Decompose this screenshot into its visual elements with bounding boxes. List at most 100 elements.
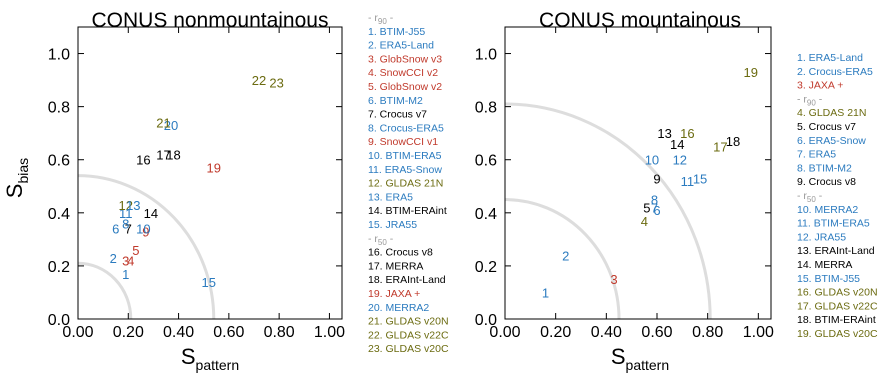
x-tick-label: 1.00 (743, 324, 774, 341)
data-point-17: 17 (713, 139, 727, 154)
legend-item: 8. Crocus-ERA5 (368, 122, 444, 134)
legend-item: 7. ERA5 (797, 149, 836, 161)
data-point-3: 3 (122, 254, 129, 269)
legend-item: - r90 - (368, 12, 394, 26)
chart-title: CONUS nonmountainous (92, 9, 329, 32)
legend-item-tail: - (387, 233, 394, 245)
y-tick-label: 0.0 (475, 312, 497, 329)
x-tick-label: 0.00 (489, 324, 520, 341)
data-point-12: 12 (119, 198, 133, 213)
data-point-13: 13 (126, 198, 140, 213)
legend-item: 8. BTIM-M2 (797, 162, 852, 174)
legend-item: 12. GLDAS 21N (368, 178, 443, 190)
data-point-18: 18 (726, 134, 740, 149)
data-point-11: 11 (681, 174, 695, 189)
plot-frame (504, 26, 772, 320)
legend-item: 14. MERRA (797, 259, 852, 271)
data-point-20: 20 (164, 118, 178, 133)
data-point-11: 11 (119, 206, 133, 221)
arc-r50 (77, 261, 133, 320)
data-point-4: 4 (641, 214, 648, 229)
legend-item: - r50 - (797, 190, 823, 204)
legend-item-tail: - (387, 12, 394, 24)
y-tick-label: 1.0 (48, 47, 70, 64)
x-tick-label: 0.40 (591, 324, 622, 341)
data-point-14: 14 (670, 137, 684, 152)
legend-item: 22. GLDAS v22C (368, 329, 449, 341)
legend-item: 13. ERAInt-Land (797, 245, 875, 257)
data-point-5: 5 (643, 201, 650, 216)
legend-item: 2. ERA5-Land (368, 40, 434, 52)
x-axis-label: Spattern (181, 344, 239, 373)
legend-item-text: - r (368, 233, 378, 245)
y-tick-label: 0.2 (48, 259, 70, 276)
legend-item: 4. SnowCCI v2 (368, 67, 438, 79)
data-point-8: 8 (122, 216, 129, 231)
legend-item: 9. SnowCCI v1 (368, 136, 438, 148)
data-point-10: 10 (645, 153, 659, 168)
legend-item: 15. BTIM-J55 (797, 273, 860, 285)
legend-item: 10. BTIM-ERA5 (368, 150, 442, 162)
x-tick-label: 1.00 (314, 324, 345, 341)
legend-item: 7. Crocus v7 (368, 109, 427, 121)
data-point-15: 15 (202, 275, 216, 290)
data-point-6: 6 (112, 222, 119, 237)
data-point-22: 22 (252, 73, 266, 88)
legend-item: 1. BTIM-J55 (368, 26, 425, 38)
legend-item: 14. BTIM-ERAint (368, 205, 447, 217)
legend-item-tail: - (816, 93, 823, 105)
data-point-2: 2 (110, 251, 117, 266)
x-tick-label: 0.60 (213, 324, 244, 341)
data-point-15: 15 (693, 171, 707, 186)
data-point-9: 9 (142, 224, 149, 239)
legend-item: 19. JAXA + (368, 288, 420, 300)
x-tick-label: 0.60 (641, 324, 672, 341)
data-point-6: 6 (653, 203, 660, 218)
y-tick-label: 0.4 (48, 206, 70, 223)
legend-item: 16. Crocus v8 (368, 247, 433, 259)
legend-item-sub: 90 (807, 98, 816, 107)
y-axis-label: Sbias (2, 158, 31, 198)
legend-item: 6. BTIM-M2 (368, 95, 423, 107)
legend-item: 16. GLDAS v20N (797, 287, 878, 299)
arc-r90 (504, 102, 712, 320)
legend-item-tail: - (816, 190, 823, 202)
x-tick-label: 0.20 (113, 324, 144, 341)
legend-item: 21. GLDAS v20N (368, 316, 449, 328)
legend-item: 15. JRA55 (368, 219, 417, 231)
legend-item-sub: 50 (378, 238, 387, 247)
chart-panel-mountainous: CONUS mountainous 0.00 0.20 0.40 0.60 0.80 1.0… (475, 9, 878, 373)
x-tick-label: 0.40 (163, 324, 194, 341)
data-point-4: 4 (127, 254, 134, 269)
plot-frame (77, 26, 343, 320)
legend-item-sub: 50 (807, 195, 816, 204)
data-point-5: 5 (132, 243, 139, 258)
legend-item: - r90 - (797, 93, 823, 107)
legend-item-text: - r (368, 12, 378, 24)
data-point-1: 1 (122, 267, 129, 282)
data-point-21: 21 (156, 116, 170, 131)
legend-item: 23. GLDAS v20C (368, 343, 449, 355)
legend-item: 4. GLDAS 21N (797, 107, 866, 119)
x-axis-label-main: S (611, 344, 626, 369)
y-tick-label: 0.0 (48, 312, 70, 329)
y-axis-label-main: S (2, 184, 27, 199)
legend-item: 19. GLDAS v20C (797, 328, 878, 340)
legend-item: 20. MERRA2 (368, 302, 429, 314)
x-tick-label: 0.20 (540, 324, 571, 341)
y-tick-label: 0.6 (48, 153, 70, 170)
legend-item: 13. ERA5 (368, 191, 413, 203)
legend-item-text: - r (797, 93, 807, 105)
legend-item: 3. JAXA + (797, 80, 843, 92)
x-tick-label: 0.00 (62, 324, 93, 341)
data-point-23: 23 (269, 76, 283, 91)
data-point-16: 16 (680, 126, 694, 141)
legend-item: 1. ERA5-Land (797, 52, 863, 64)
y-tick-label: 0.4 (475, 206, 497, 223)
x-axis-label-main: S (181, 344, 196, 369)
data-point-19: 19 (207, 161, 221, 176)
chart-title: CONUS mountainous (539, 9, 741, 32)
legend-item: 6. ERA5-Snow (797, 135, 866, 147)
